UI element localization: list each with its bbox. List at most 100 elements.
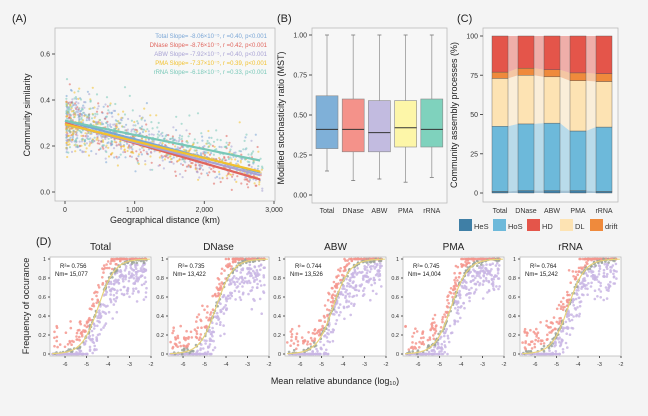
- occurrence-point: [590, 281, 593, 285]
- scatter-point: [72, 129, 75, 132]
- occurrence-point: [295, 332, 299, 336]
- occurrence-point: [225, 307, 229, 310]
- scatter-point: [65, 115, 68, 118]
- occurrence-point: [233, 257, 236, 261]
- occurrence-point: [247, 270, 251, 274]
- occurrence-point: [310, 339, 314, 342]
- occurrence-point: [176, 334, 180, 338]
- scatter-point: [102, 105, 105, 108]
- occurrence-point: [99, 314, 103, 318]
- scatter-point: [120, 147, 123, 150]
- occurrence-point: [439, 326, 443, 329]
- occurrence-point: [334, 285, 338, 288]
- occurrence-point: [345, 288, 348, 292]
- occurrence-point: [95, 337, 99, 341]
- scatter-point: [174, 170, 177, 173]
- occurrence-point: [564, 320, 568, 324]
- r-squared-label: R²= 0.756: [60, 264, 87, 270]
- scatter-point: [250, 153, 253, 156]
- occurrence-point: [292, 348, 296, 352]
- occurrence-point: [248, 263, 252, 267]
- legend-swatch-drift: [590, 219, 603, 231]
- scatter-point: [189, 164, 192, 167]
- occurrence-point: [432, 337, 436, 341]
- scatter-point: [151, 139, 154, 142]
- scatter-point: [80, 108, 83, 111]
- occurrence-point: [434, 325, 438, 328]
- occurrence-point: [533, 345, 537, 349]
- scatter-point: [148, 133, 151, 136]
- occurrence-point: [169, 340, 172, 344]
- occurrence-point: [97, 286, 101, 289]
- scatter-point: [71, 138, 74, 141]
- occurrence-point: [132, 277, 136, 280]
- occurrence-point: [347, 300, 351, 303]
- occurrence-point: [582, 293, 585, 297]
- occurrence-point: [372, 265, 375, 268]
- occurrence-point: [263, 266, 266, 270]
- occurrence-point: [337, 306, 341, 310]
- occurrence-point: [369, 277, 373, 281]
- bar-rRNA-DL: [595, 81, 613, 128]
- x-tick-label: -5: [554, 362, 559, 368]
- occurrence-point: [552, 316, 556, 319]
- scatter-point: [105, 115, 108, 118]
- occurrence-point: [571, 270, 575, 273]
- scatter-point: [71, 102, 74, 105]
- scatter-point: [250, 139, 253, 142]
- scatter-point: [95, 93, 99, 96]
- y-tick-label: 0.6: [156, 295, 164, 301]
- scatter-point: [87, 113, 91, 116]
- occurrence-point: [529, 328, 532, 332]
- occurrence-point: [418, 346, 421, 349]
- occurrence-point: [412, 331, 416, 335]
- occurrence-point: [371, 289, 375, 293]
- occurrence-point: [327, 332, 330, 336]
- scatter-point: [83, 106, 86, 109]
- scatter-point: [175, 129, 178, 132]
- flow-band-DL: [508, 75, 518, 127]
- scatter-point: [137, 155, 140, 158]
- scatter-point: [95, 110, 99, 113]
- occurrence-point: [460, 305, 463, 308]
- occurrence-point: [331, 297, 335, 300]
- scatter-point: [106, 105, 109, 108]
- y-tick-label: 0.2: [156, 333, 164, 339]
- scatter-point: [142, 149, 145, 152]
- occurrence-point: [143, 268, 147, 272]
- occurrence-point: [368, 270, 372, 274]
- occurrence-point: [487, 289, 491, 292]
- occurrence-point: [584, 264, 587, 267]
- occurrence-point: [139, 267, 143, 270]
- occurrence-point: [191, 352, 195, 356]
- y-tick-label: 1: [513, 257, 516, 263]
- occurrence-point: [498, 264, 501, 267]
- occurrence-point: [69, 326, 73, 330]
- bar-DNase-HeS: [517, 190, 535, 194]
- occurrence-point: [597, 288, 601, 291]
- scatter-point: [93, 106, 96, 109]
- occurrence-point: [561, 308, 565, 312]
- occurrence-point: [593, 257, 596, 261]
- scatter-point: [93, 116, 96, 119]
- occurrence-point: [441, 320, 444, 324]
- bar-DNase-HoS: [517, 123, 535, 191]
- scatter-point: [119, 145, 123, 148]
- scatter-point: [211, 144, 214, 147]
- occurrence-point: [240, 280, 244, 284]
- occurrence-point: [579, 266, 583, 270]
- bar-Total-HoS: [491, 126, 509, 192]
- occurrence-point: [455, 303, 459, 306]
- scatter-point: [141, 137, 144, 140]
- scatter-point: [140, 118, 143, 121]
- occurrence-point: [144, 280, 148, 284]
- occurrence-point: [566, 346, 569, 349]
- scatter-point: [98, 121, 102, 124]
- scatter-point: [136, 159, 139, 162]
- occurrence-point: [362, 274, 365, 278]
- occurrence-point: [587, 257, 590, 261]
- flow-band-drift: [534, 68, 544, 77]
- occurrence-point: [374, 273, 378, 277]
- occurrence-point: [230, 265, 233, 268]
- occurrence-point: [420, 342, 424, 346]
